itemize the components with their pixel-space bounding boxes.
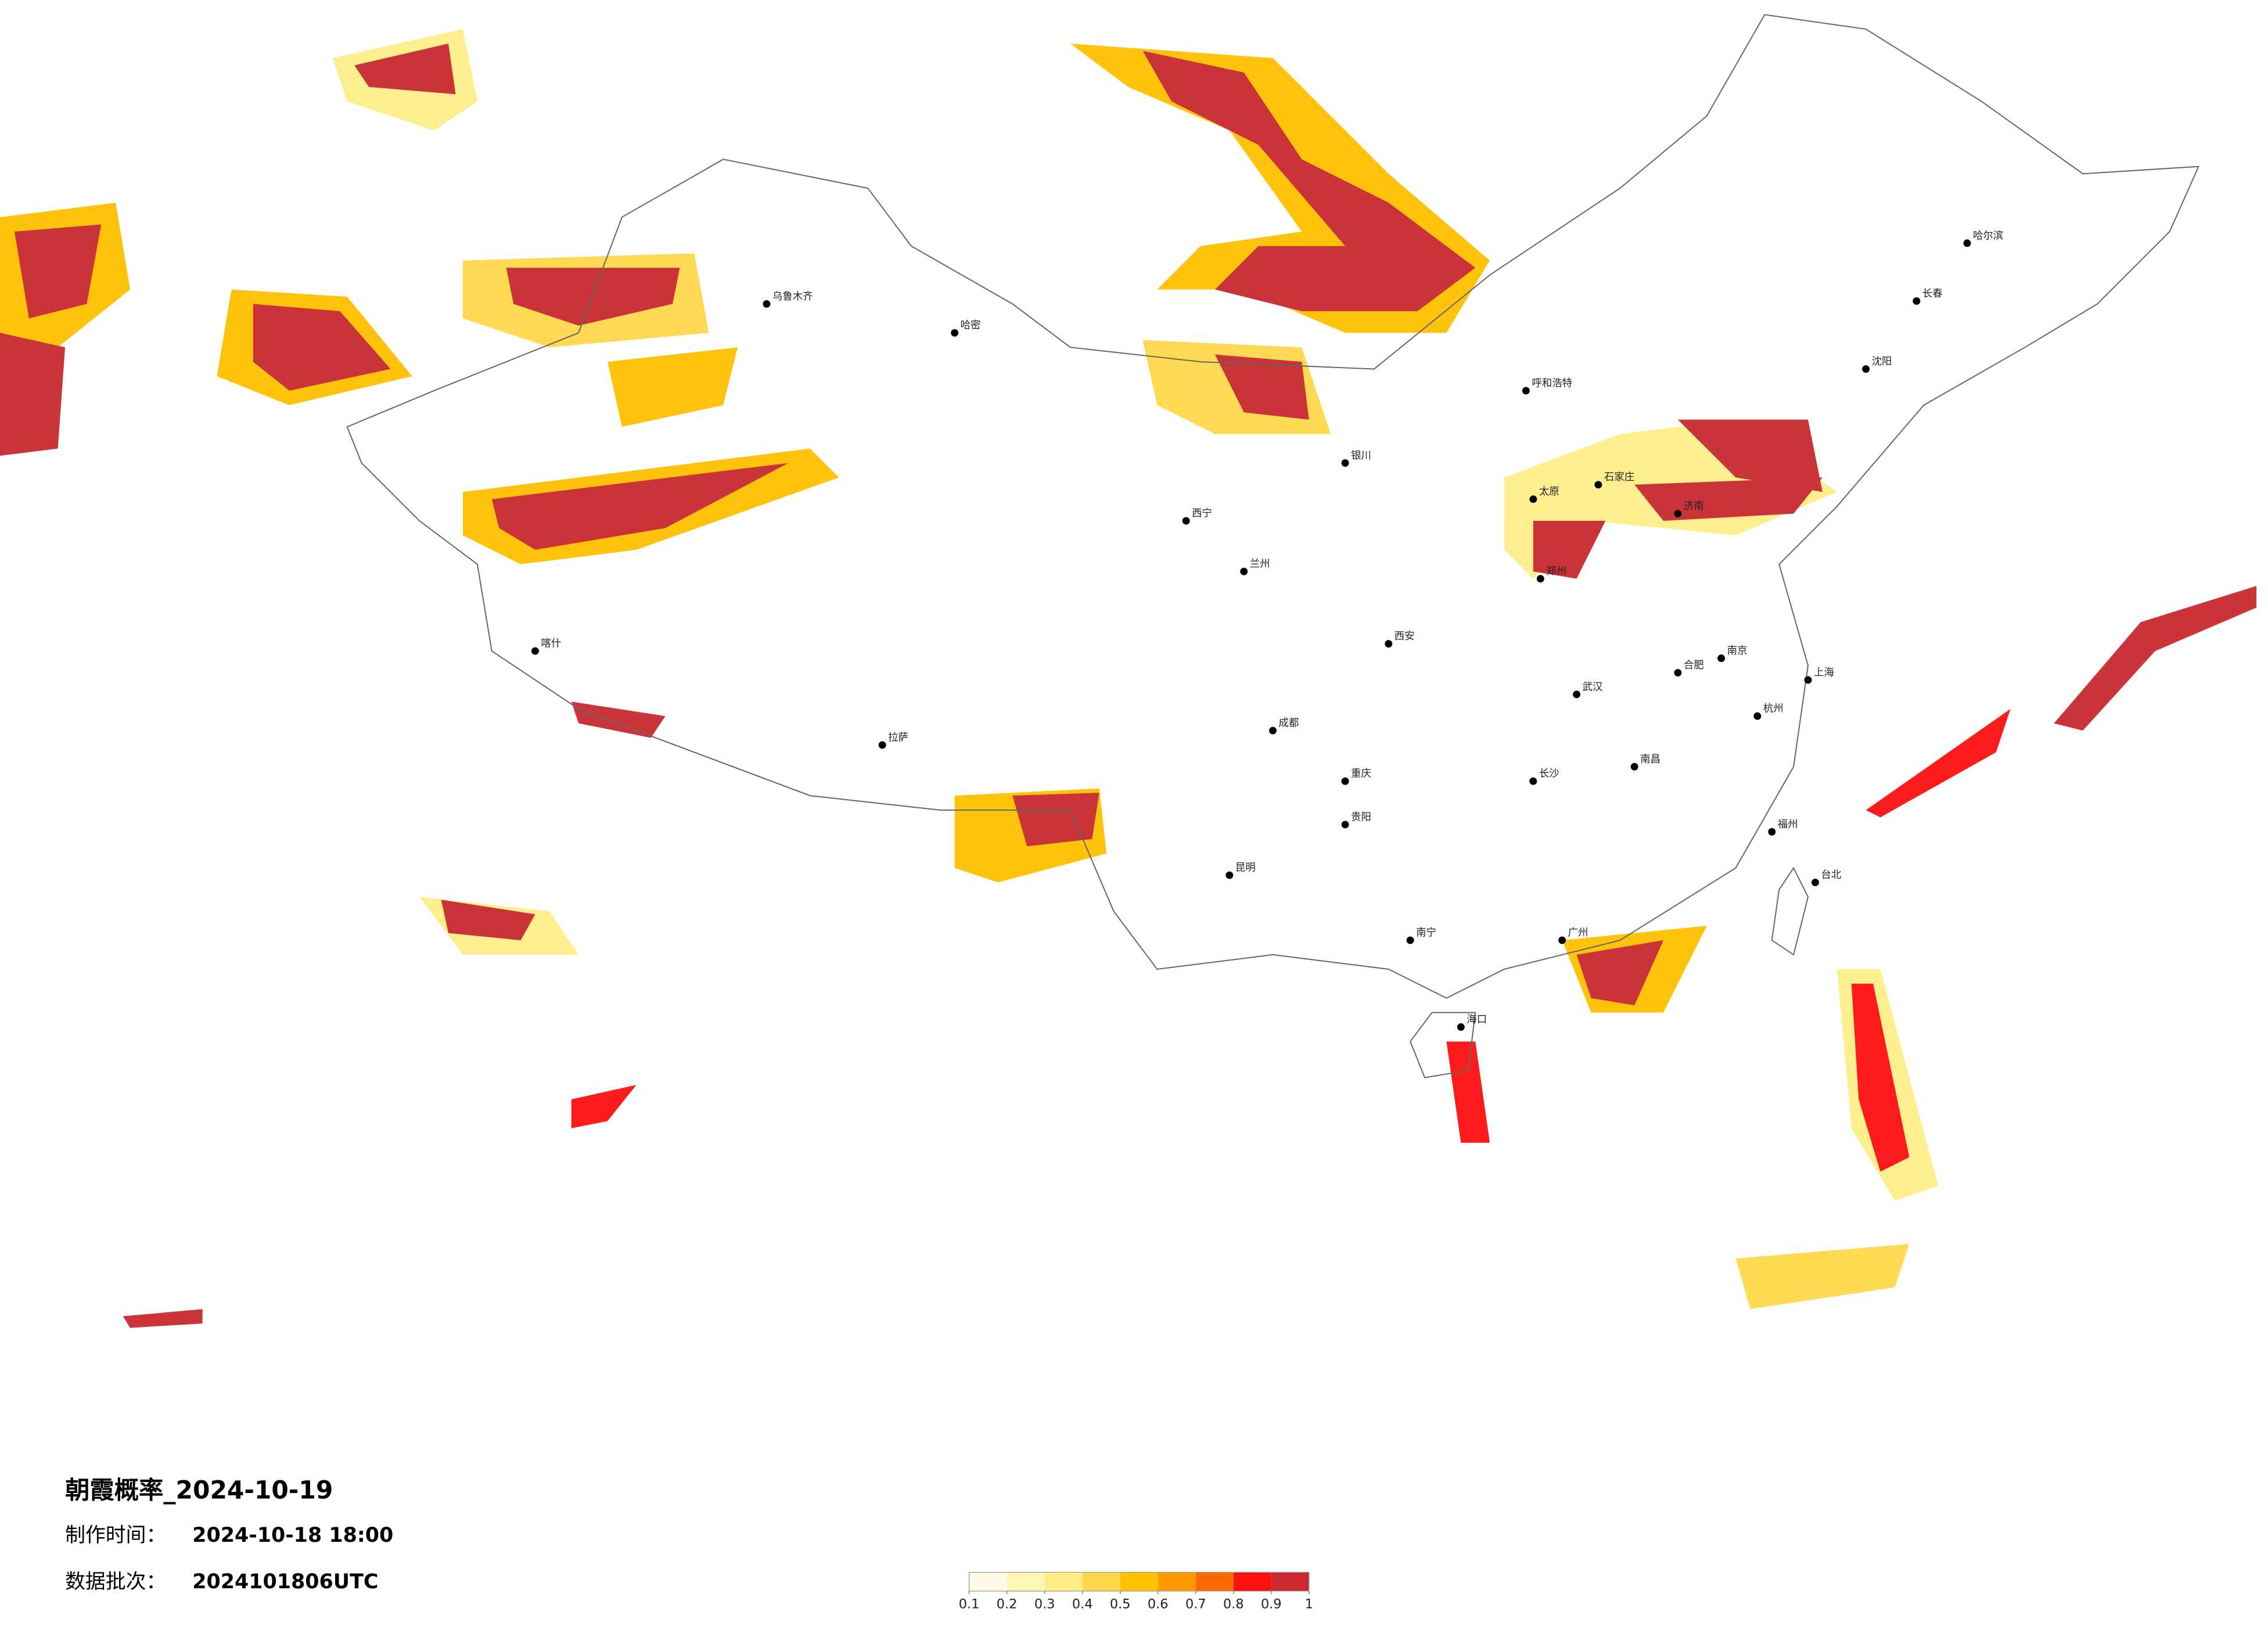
- city-label: 银川: [1351, 450, 1371, 462]
- city-label: 重庆: [1351, 768, 1371, 780]
- city-label: 长沙: [1539, 768, 1559, 780]
- city-label: 沈阳: [1872, 356, 1892, 368]
- city-label: 乌鲁木齐: [772, 291, 813, 303]
- city-dot: [1341, 777, 1349, 785]
- city-label: 西安: [1394, 631, 1415, 642]
- city-label: 哈密: [961, 320, 981, 332]
- city-dot: [1529, 495, 1537, 503]
- city-label: 贵阳: [1351, 811, 1371, 823]
- legend-swatch: [1195, 1572, 1234, 1591]
- city-label: 呼和浩特: [1532, 377, 1572, 389]
- city-label: 合肥: [1684, 660, 1704, 671]
- city-label: 南昌: [1640, 754, 1660, 765]
- legend-tick-label: 0.9: [1261, 1597, 1282, 1612]
- city-label: 郑州: [1546, 566, 1566, 577]
- city-dot: [1573, 690, 1581, 699]
- city-label: 杭州: [1763, 703, 1784, 715]
- probability-field: [0, 29, 2257, 1328]
- legend-swatch: [1271, 1572, 1309, 1591]
- city-dot: [1536, 575, 1544, 583]
- city-dot: [1457, 1023, 1465, 1031]
- legend-swatch: [1120, 1572, 1158, 1591]
- city-label: 海口: [1467, 1014, 1487, 1026]
- city-dot: [1240, 567, 1248, 575]
- taiwan: [1771, 866, 1809, 956]
- city-dot: [1406, 936, 1414, 944]
- city-dot: [1269, 726, 1277, 735]
- legend-swatch: [1044, 1572, 1083, 1591]
- city-label: 拉萨: [888, 732, 908, 743]
- legend: 0.1 0.2 0.3 0.4 0.5 0.6 0.7 0.8 0.9 1: [959, 1571, 1313, 1612]
- legend-swatch: [1082, 1572, 1120, 1591]
- legend-swatch: [1007, 1572, 1045, 1591]
- city-dot: [878, 741, 886, 749]
- legend-tick-label: 0.2: [997, 1597, 1018, 1612]
- legend-tick-label: 0.7: [1185, 1597, 1206, 1612]
- city-dot: [1529, 777, 1537, 785]
- city-dot: [1804, 676, 1812, 684]
- city-dot: [1811, 879, 1819, 887]
- city-dot: [1717, 654, 1726, 662]
- city-label: 台北: [1821, 869, 1841, 881]
- legend-tick-label: 1: [1305, 1597, 1313, 1612]
- legend-tick-label: 0.3: [1034, 1597, 1055, 1612]
- city-label: 太原: [1539, 486, 1559, 498]
- city-dot: [1753, 712, 1762, 720]
- city-dot: [1630, 762, 1638, 771]
- city-label: 兰州: [1250, 559, 1270, 570]
- city-label: 南宁: [1416, 927, 1436, 939]
- city-dot: [1913, 297, 1921, 305]
- city-label: 福州: [1778, 819, 1798, 830]
- city-dot: [1182, 517, 1190, 525]
- city-dot: [1862, 365, 1870, 373]
- city-label: 广州: [1568, 927, 1588, 939]
- legend-tick-label: 0.6: [1148, 1597, 1169, 1612]
- city-dot: [531, 647, 539, 655]
- city-label: 济南: [1684, 501, 1704, 512]
- country-border: [346, 14, 2200, 999]
- legend-tick-label: 0.8: [1223, 1597, 1244, 1612]
- city-label: 石家庄: [1604, 472, 1634, 483]
- city-label: 昆明: [1235, 862, 1256, 874]
- legend-frame: [968, 1571, 1310, 1592]
- city-dot: [1341, 821, 1349, 829]
- batch: 2024101806UTC: [192, 1570, 378, 1593]
- city-label: 西宁: [1192, 508, 1212, 519]
- city-label: 喀什: [541, 638, 561, 650]
- city-label: 南京: [1727, 645, 1748, 657]
- city-dot: [1768, 828, 1776, 836]
- city-dot: [1341, 459, 1349, 467]
- made-time: 2024-10-18 18:00: [192, 1524, 393, 1547]
- city-label: 成都: [1279, 718, 1299, 729]
- city-label: 长春: [1922, 288, 1943, 300]
- city-label: 哈尔滨: [1973, 230, 2003, 242]
- city-label: 上海: [1814, 667, 1834, 678]
- batch-label: 数据批次：: [65, 1570, 166, 1593]
- legend-swatch: [969, 1572, 1007, 1591]
- made-time-label: 制作时间：: [65, 1524, 166, 1547]
- city-dot: [763, 300, 771, 308]
- legend-tick-label: 0.5: [1110, 1597, 1131, 1612]
- map-title: 朝霞概率_2024-10-19: [65, 1476, 333, 1504]
- legend-tick-label: 0.4: [1072, 1597, 1093, 1612]
- city-dot: [1522, 387, 1530, 395]
- city-dot: [1674, 668, 1682, 677]
- hainan: [1410, 1012, 1476, 1078]
- legend-swatch: [1158, 1572, 1196, 1591]
- city-dot: [1674, 510, 1682, 517]
- legend-swatch: [1233, 1572, 1271, 1591]
- city-dot: [1385, 640, 1393, 648]
- city-dot: [1225, 871, 1234, 879]
- city-dot: [951, 329, 959, 337]
- city-label: 武汉: [1583, 681, 1603, 693]
- city-dot: [1558, 936, 1566, 944]
- city-dot: [1594, 481, 1602, 489]
- city-dot: [1963, 239, 1971, 247]
- legend-tick-label: 0.1: [959, 1597, 980, 1612]
